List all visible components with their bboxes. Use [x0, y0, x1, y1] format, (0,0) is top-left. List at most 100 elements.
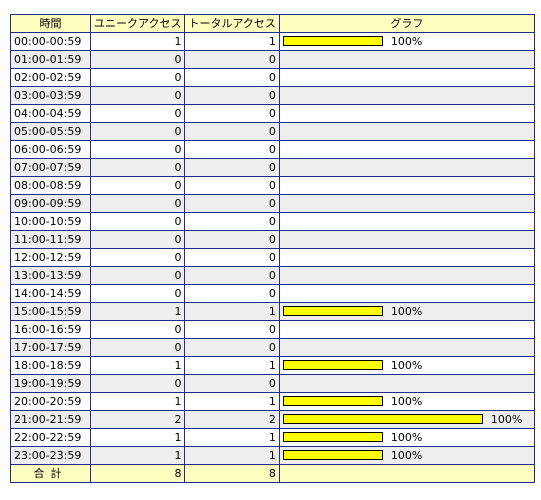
graph-cell: [278, 338, 535, 357]
unique-access-cell: 0: [89, 86, 186, 105]
unique-access-cell: 0: [89, 122, 186, 141]
table-row: 04:00-04:59 0 0: [10, 104, 535, 123]
unique-access-cell: 1: [89, 428, 186, 447]
unique-access-cell: 0: [89, 176, 186, 195]
total-access-cell: 0: [184, 230, 280, 249]
table-row: 19:00-19:59 0 0: [10, 374, 535, 393]
total-access-cell: 1: [184, 428, 280, 447]
table-row: 03:00-03:59 0 0: [10, 86, 535, 105]
unique-access-cell: 0: [89, 338, 186, 357]
unique-access-cell: 0: [89, 68, 186, 87]
table-row: 01:00-01:59 0 0: [10, 50, 535, 69]
time-cell: 05:00-05:59: [10, 122, 91, 141]
graph-cell: [278, 104, 535, 123]
table-row: 02:00-02:59 0 0: [10, 68, 535, 87]
time-cell: 01:00-01:59: [10, 50, 91, 69]
table-row: 17:00-17:59 0 0: [10, 338, 535, 357]
graph-cell: 100%: [278, 32, 535, 51]
total-access-cell: 0: [184, 248, 280, 267]
graph-cell: [278, 212, 535, 231]
graph-cell: 100%: [278, 392, 535, 411]
hourly-access-table: 時間 ユニークアクセス トータルアクセス グラフ 00:00-00:59 1 1 10…: [10, 14, 535, 483]
table-row: 07:00-07:59 0 0: [10, 158, 535, 177]
unique-access-cell: 0: [89, 266, 186, 285]
table-row: 14:00-14:59 0 0: [10, 284, 535, 303]
access-bar: [282, 432, 383, 442]
unique-access-cell: 1: [89, 32, 186, 51]
total-access-cell: 0: [184, 68, 280, 87]
table-row: 21:00-21:59 2 2 100%: [10, 410, 535, 429]
table-row: 08:00-08:59 0 0: [10, 176, 535, 195]
total-access-cell: 0: [184, 176, 280, 195]
unique-access-cell: 0: [89, 194, 186, 213]
percent-label: 100%: [390, 304, 423, 318]
access-bar: [282, 36, 383, 46]
total-access-cell: 0: [184, 320, 280, 339]
header-unique-access: ユニークアクセス: [89, 14, 186, 33]
time-cell: 11:00-11:59: [10, 230, 91, 249]
total-access-cell: 1: [184, 446, 280, 465]
time-cell: 02:00-02:59: [10, 68, 91, 87]
graph-cell: [278, 266, 535, 285]
unique-access-cell: 2: [89, 410, 186, 429]
percent-label: 100%: [390, 394, 423, 408]
unique-access-cell: 0: [89, 248, 186, 267]
graph-cell: [278, 140, 535, 159]
graph-cell: [278, 320, 535, 339]
unique-access-cell: 1: [89, 302, 186, 321]
percent-label: 100%: [390, 430, 423, 444]
time-cell: 08:00-08:59: [10, 176, 91, 195]
unique-access-cell: 0: [89, 320, 186, 339]
total-access-cell: 2: [184, 410, 280, 429]
graph-cell: 100%: [278, 302, 535, 321]
graph-cell: [278, 176, 535, 195]
total-access-cell: 0: [184, 212, 280, 231]
graph-cell: [278, 248, 535, 267]
percent-label: 100%: [490, 412, 523, 426]
graph-cell: 100%: [278, 446, 535, 465]
total-access-cell: 0: [184, 374, 280, 393]
total-access-cell: 0: [184, 50, 280, 69]
total-access-cell: 1: [184, 392, 280, 411]
header-row: 時間 ユニークアクセス トータルアクセス グラフ: [10, 14, 535, 33]
time-cell: 23:00-23:59: [10, 446, 91, 465]
time-cell: 14:00-14:59: [10, 284, 91, 303]
unique-access-cell: 0: [89, 140, 186, 159]
time-cell: 12:00-12:59: [10, 248, 91, 267]
total-access-cell: 0: [184, 284, 280, 303]
table-row: 20:00-20:59 1 1 100%: [10, 392, 535, 411]
percent-label: 100%: [390, 448, 423, 462]
header-graph: グラフ: [278, 14, 535, 33]
total-label: 合計: [10, 464, 91, 483]
unique-access-cell: 0: [89, 374, 186, 393]
unique-access-cell: 0: [89, 50, 186, 69]
total-access-cell: 1: [184, 32, 280, 51]
graph-cell: [278, 194, 535, 213]
total-row: 合計 8 8: [10, 464, 535, 483]
total-graph-cell: [278, 464, 535, 483]
total-access-cell: 0: [184, 122, 280, 141]
header-total-access: トータルアクセス: [184, 14, 280, 33]
time-cell: 15:00-15:59: [10, 302, 91, 321]
total-unique: 8: [89, 464, 186, 483]
graph-cell: [278, 68, 535, 87]
percent-label: 100%: [390, 358, 423, 372]
table-row: 13:00-13:59 0 0: [10, 266, 535, 285]
access-bar: [282, 360, 383, 370]
time-cell: 19:00-19:59: [10, 374, 91, 393]
unique-access-cell: 0: [89, 158, 186, 177]
unique-access-cell: 1: [89, 392, 186, 411]
time-cell: 06:00-06:59: [10, 140, 91, 159]
table-row: 10:00-10:59 0 0: [10, 212, 535, 231]
time-cell: 13:00-13:59: [10, 266, 91, 285]
table-row: 05:00-05:59 0 0: [10, 122, 535, 141]
total-access-cell: 0: [184, 104, 280, 123]
total-access-cell: 0: [184, 158, 280, 177]
table-row: 22:00-22:59 1 1 100%: [10, 428, 535, 447]
graph-cell: [278, 50, 535, 69]
graph-cell: [278, 122, 535, 141]
graph-cell: 100%: [278, 410, 535, 429]
table-row: 00:00-00:59 1 1 100%: [10, 32, 535, 51]
total-access-cell: 1: [184, 356, 280, 375]
table-row: 09:00-09:59 0 0: [10, 194, 535, 213]
